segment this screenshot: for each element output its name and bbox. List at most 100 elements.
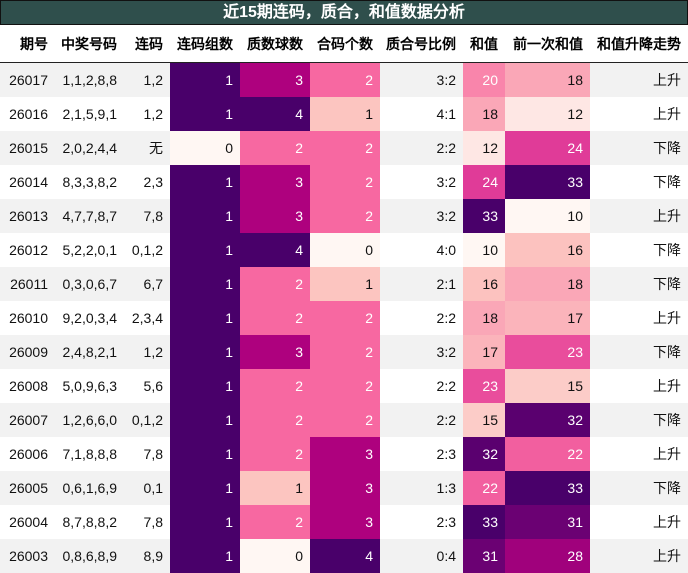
- table-title: 近15期连码，质合，和值数据分析: [0, 0, 688, 25]
- cell-sum: 20: [463, 62, 505, 97]
- cell-previous-sum: 28: [505, 539, 590, 573]
- cell-numbers: 9,2,0,3,4: [62, 310, 118, 326]
- cell-consecutive-groups: 1: [170, 471, 240, 505]
- cell-prime-count: 4: [240, 233, 310, 267]
- cell-prime-count: 2: [240, 267, 310, 301]
- cell-sum: 18: [463, 97, 505, 131]
- table-row: 26012 5,2,2,0,1 0,1,2 1 4 0 4:0 10 16 下降: [0, 233, 688, 267]
- cell-sum: 16: [463, 267, 505, 301]
- cell-sum-trend: 上升: [590, 199, 688, 233]
- cell-consecutive: 0,1,2: [124, 403, 170, 437]
- table-row: 26009 2,4,8,2,1 1,2 1 3 2 3:2 17 23 下降: [0, 335, 688, 369]
- header-prime-count: 质数球数: [240, 25, 310, 63]
- cell-consecutive-groups: 1: [170, 62, 240, 97]
- cell-issue: 26017: [0, 62, 55, 97]
- cell-consecutive-groups: 1: [170, 165, 240, 199]
- header-composite-count: 合码个数: [310, 25, 380, 63]
- cell-composite-count: 2: [310, 165, 380, 199]
- header-numbers: 中奖号码: [55, 25, 124, 63]
- cell-prime-count: 3: [240, 199, 310, 233]
- table-row: 26005 0,6,1,6,9 0,1 1 1 3 1:3 22 33 下降: [0, 471, 688, 505]
- cell-prime-composite-ratio: 2:2: [436, 378, 456, 394]
- cell-composite-count: 2: [310, 131, 380, 165]
- cell-numbers: 0,6,1,6,9: [55, 471, 124, 505]
- cell-consecutive-groups: 1: [170, 97, 240, 131]
- cell-previous-sum: 18: [505, 62, 590, 97]
- cell-prime-composite-ratio: 1:3: [380, 471, 463, 505]
- cell-numbers: 8,3,3,8,2: [62, 174, 118, 190]
- cell-sum: 10: [463, 233, 505, 267]
- cell-issue: 26004: [9, 514, 48, 530]
- cell-prime-composite-ratio: 2:3: [436, 446, 456, 462]
- table-row: 26014 8,3,3,8,2 2,3 1 3 2 3:2 24 33 下降: [0, 165, 688, 199]
- table-row: 26015 2,0,2,4,4 无 0 2 2 2:2 12 24 下降: [0, 131, 688, 165]
- cell-consecutive-groups: 1: [170, 335, 240, 369]
- cell-composite-count: 3: [310, 471, 380, 505]
- table-row: 26016 2,1,5,9,1 1,2 1 4 1 4:1 18 12 上升: [0, 97, 688, 131]
- cell-sum: 23: [463, 369, 505, 403]
- cell-previous-sum: 32: [505, 403, 590, 437]
- cell-sum: 15: [463, 403, 505, 437]
- cell-sum: 12: [463, 131, 505, 165]
- cell-consecutive-groups: 1: [170, 301, 240, 335]
- cell-consecutive-groups: 1: [170, 233, 240, 267]
- cell-prime-composite-ratio: 2:2: [380, 131, 463, 165]
- cell-previous-sum: 33: [505, 471, 590, 505]
- cell-composite-count: 2: [310, 335, 380, 369]
- cell-composite-count: 3: [310, 437, 380, 471]
- cell-composite-count: 4: [310, 539, 380, 573]
- cell-sum: 24: [463, 165, 505, 199]
- cell-previous-sum: 24: [505, 131, 590, 165]
- cell-consecutive: 1,2: [124, 62, 170, 97]
- header-sum-trend: 和值升降走势: [590, 25, 688, 63]
- cell-prime-composite-ratio: 2:2: [436, 310, 456, 326]
- cell-issue: 26003: [0, 539, 55, 573]
- cell-consecutive: 1,2: [143, 106, 163, 122]
- table-row: 26007 1,2,6,6,0 0,1,2 1 2 2 2:2 15 32 下降: [0, 403, 688, 437]
- cell-prime-composite-ratio: 2:1: [380, 267, 463, 301]
- cell-composite-count: 2: [310, 369, 380, 403]
- cell-issue: 26016: [9, 106, 48, 122]
- cell-numbers: 5,2,2,0,1: [62, 242, 118, 258]
- cell-numbers: 2,4,8,2,1: [55, 335, 124, 369]
- cell-consecutive-groups: 0: [170, 131, 240, 165]
- header-issue: 期号: [0, 25, 55, 63]
- cell-issue: 26013: [0, 199, 55, 233]
- table-row: 26004 8,7,8,8,2 7,8 1 2 3 2:3 33 31 上升: [0, 505, 688, 539]
- cell-sum: 17: [463, 335, 505, 369]
- cell-previous-sum: 23: [505, 335, 590, 369]
- cell-prime-composite-ratio: 3:2: [380, 199, 463, 233]
- table-row: 26010 9,2,0,3,4 2,3,4 1 2 2 2:2 18 17 上升: [0, 301, 688, 335]
- cell-prime-count: 3: [240, 335, 310, 369]
- cell-consecutive-groups: 1: [170, 437, 240, 471]
- cell-sum-trend: 上升: [653, 378, 681, 394]
- cell-prime-count: 2: [240, 505, 310, 539]
- cell-numbers: 8,7,8,8,2: [62, 514, 118, 530]
- cell-prime-composite-ratio: 4:0: [436, 242, 456, 258]
- cell-sum-trend: 下降: [590, 335, 688, 369]
- cell-issue: 26012: [9, 242, 48, 258]
- cell-composite-count: 1: [310, 97, 380, 131]
- table-row: 26006 7,1,8,8,8 7,8 1 2 3 2:3 32 22 上升: [0, 437, 688, 471]
- cell-consecutive: 2,3: [143, 174, 163, 190]
- table-row: 26008 5,0,9,6,3 5,6 1 2 2 2:2 23 15 上升: [0, 369, 688, 403]
- cell-composite-count: 2: [310, 403, 380, 437]
- cell-sum: 18: [463, 301, 505, 335]
- cell-numbers: 1,1,2,8,8: [55, 62, 124, 97]
- cell-prime-composite-ratio: 3:2: [380, 62, 463, 97]
- cell-composite-count: 2: [310, 62, 380, 97]
- cell-prime-count: 2: [240, 369, 310, 403]
- table-row: 26017 1,1,2,8,8 1,2 1 3 2 3:2 20 18 上升: [0, 62, 688, 97]
- cell-prime-composite-ratio: 0:4: [380, 539, 463, 573]
- table-row: 26003 0,8,6,8,9 8,9 1 0 4 0:4 31 28 上升: [0, 539, 688, 573]
- cell-previous-sum: 18: [505, 267, 590, 301]
- cell-prime-composite-ratio: 4:1: [436, 106, 456, 122]
- cell-consecutive: 6,7: [124, 267, 170, 301]
- cell-prime-count: 1: [240, 471, 310, 505]
- cell-previous-sum: 31: [505, 505, 590, 539]
- header-sum: 和值: [463, 25, 505, 63]
- cell-consecutive: 无: [124, 131, 170, 165]
- cell-sum-trend: 下降: [590, 471, 688, 505]
- cell-prime-count: 3: [240, 165, 310, 199]
